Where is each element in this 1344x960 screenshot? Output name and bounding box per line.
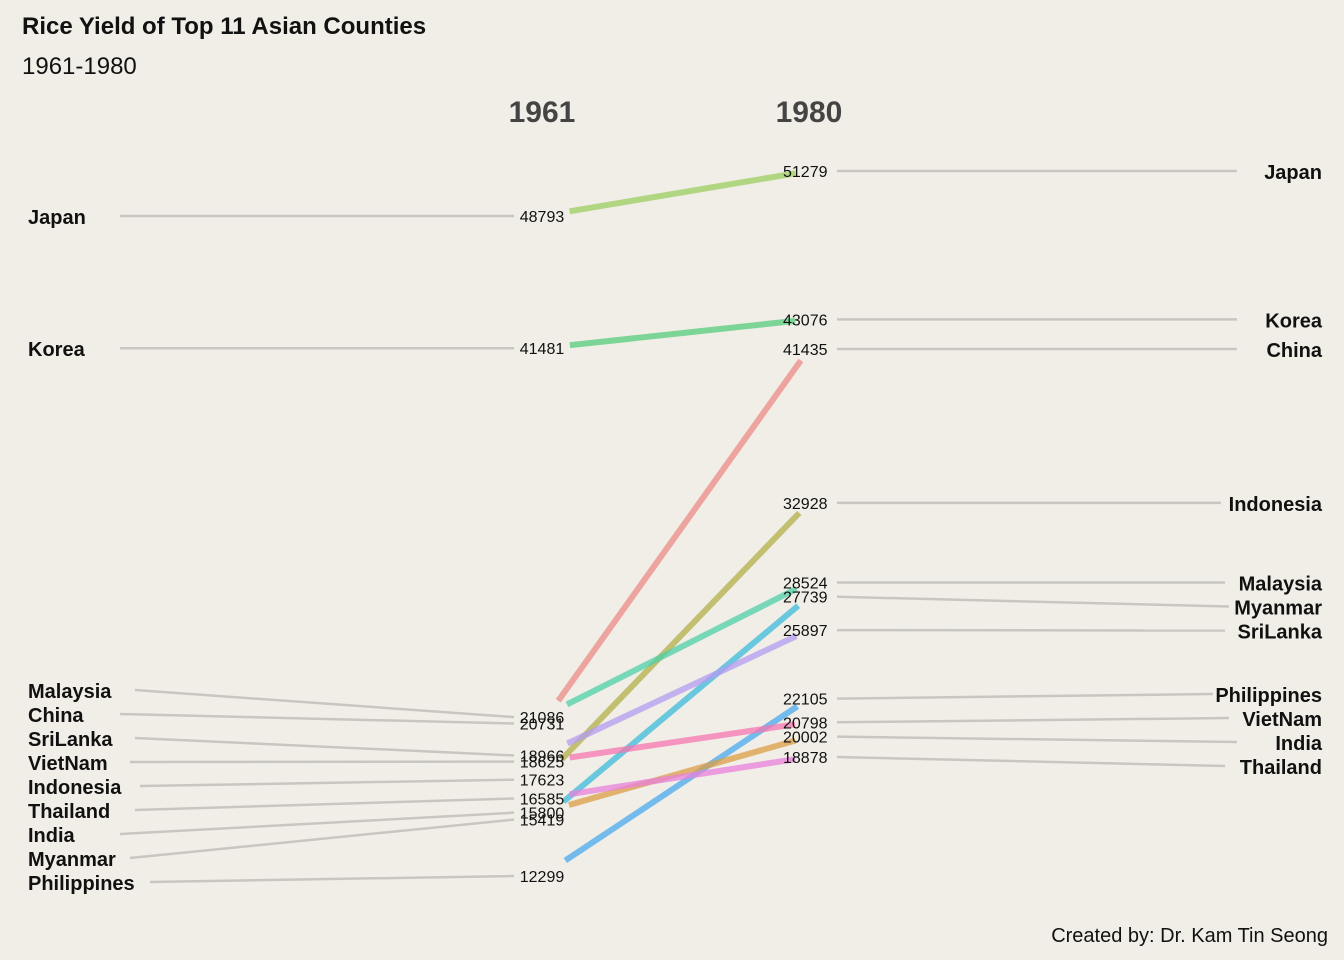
- slope-line-srilanka: [566, 633, 798, 747]
- value-1961-korea: 41481: [520, 341, 565, 358]
- slope-line-india: [568, 737, 797, 808]
- value-1980-srilanka: 25897: [783, 623, 828, 640]
- right-connector-myanmar: [836, 595, 1230, 608]
- left-label-indonesia: Indonesia: [28, 777, 122, 799]
- left-label-myanmar: Myanmar: [28, 849, 116, 871]
- value-1980-india: 20002: [783, 730, 828, 747]
- slope-line-japan: [569, 170, 796, 215]
- left-connector-myanmar: [129, 818, 515, 860]
- left-label-philippines: Philippines: [28, 873, 135, 895]
- slope-line-malaysia: [565, 586, 798, 708]
- right-label-vietnam: VietNam: [1242, 709, 1322, 731]
- chart-caption: Created by: Dr. Kam Tin Seong: [1051, 925, 1328, 947]
- value-1980-thailand: 18878: [783, 750, 828, 767]
- left-connector-thailand: [134, 797, 515, 812]
- slope-line-myanmar: [561, 603, 801, 804]
- left-label-korea: Korea: [28, 339, 86, 361]
- right-connector-vietnam: [836, 716, 1230, 724]
- right-connector-thailand: [836, 755, 1226, 768]
- value-1961-thailand: 16585: [520, 791, 565, 808]
- value-1980-myanmar: 27739: [783, 590, 828, 607]
- left-connector-indonesia: [139, 778, 515, 788]
- slope-line-vietnam: [569, 721, 796, 761]
- right-label-thailand: Thailand: [1240, 757, 1322, 779]
- right-connector-india: [836, 735, 1238, 744]
- left-connector-china: [119, 712, 515, 725]
- value-1980-indonesia: 32928: [783, 496, 828, 513]
- left-label-malaysia: Malaysia: [28, 681, 112, 703]
- value-1980-philippines: 22105: [783, 692, 828, 709]
- left-label-china: China: [28, 705, 84, 727]
- left-label-vietnam: VietNam: [28, 753, 108, 775]
- value-1961-myanmar: 15419: [520, 813, 565, 830]
- left-connector-india: [119, 811, 515, 836]
- right-label-india: India: [1275, 733, 1323, 755]
- left-connector-srilanka: [134, 736, 515, 757]
- value-1961-vietnam: 18625: [520, 755, 565, 772]
- value-1961-india: 15800: [520, 806, 565, 823]
- chart-title: Rice Yield of Top 11 Asian Counties: [22, 13, 426, 40]
- value-1980-vietnam: 20798: [783, 715, 828, 732]
- slope-line-korea: [569, 317, 796, 349]
- left-label-thailand: Thailand: [28, 801, 110, 823]
- slope-line-indonesia: [559, 510, 802, 762]
- year-header-1980: 1980: [776, 96, 843, 129]
- value-1980-china: 41435: [783, 342, 828, 359]
- value-1961-srilanka: 18966: [520, 748, 565, 765]
- value-1961-indonesia: 17623: [520, 773, 565, 790]
- right-label-korea: Korea: [1265, 310, 1323, 332]
- labels: 48793 51279 Japan Japan 41481 43076 Korea Korea…: [28, 162, 1323, 895]
- right-label-malaysia: Malaysia: [1239, 574, 1323, 596]
- left-label-srilanka: SriLanka: [28, 729, 113, 751]
- value-1980-malaysia: 28524: [783, 576, 828, 593]
- value-1961-philippines: 12299: [520, 869, 565, 886]
- right-label-indonesia: Indonesia: [1229, 494, 1323, 516]
- right-connector-philippines: [836, 692, 1214, 700]
- slope-line-thailand: [569, 756, 796, 798]
- right-label-china: China: [1266, 340, 1322, 362]
- year-header-1961: 1961: [509, 96, 576, 129]
- chart-subtitle: 1961-1980: [22, 53, 137, 80]
- left-label-india: India: [28, 825, 76, 847]
- slope-lines: [555, 170, 804, 864]
- connector-lines: [119, 169, 1238, 884]
- value-1961-china: 20731: [520, 716, 565, 733]
- value-1980-japan: 51279: [783, 164, 828, 181]
- value-1961-malaysia: 21086: [520, 710, 565, 727]
- value-1980-korea: 43076: [783, 312, 828, 329]
- left-label-japan: Japan: [28, 207, 86, 229]
- right-label-srilanka: SriLanka: [1238, 622, 1323, 644]
- left-connector-philippines: [149, 874, 515, 884]
- value-1961-japan: 48793: [520, 209, 565, 226]
- slope-line-china: [555, 358, 804, 703]
- right-label-japan: Japan: [1264, 162, 1322, 184]
- right-label-myanmar: Myanmar: [1234, 598, 1322, 620]
- left-connector-malaysia: [134, 688, 515, 719]
- right-label-philippines: Philippines: [1215, 685, 1322, 707]
